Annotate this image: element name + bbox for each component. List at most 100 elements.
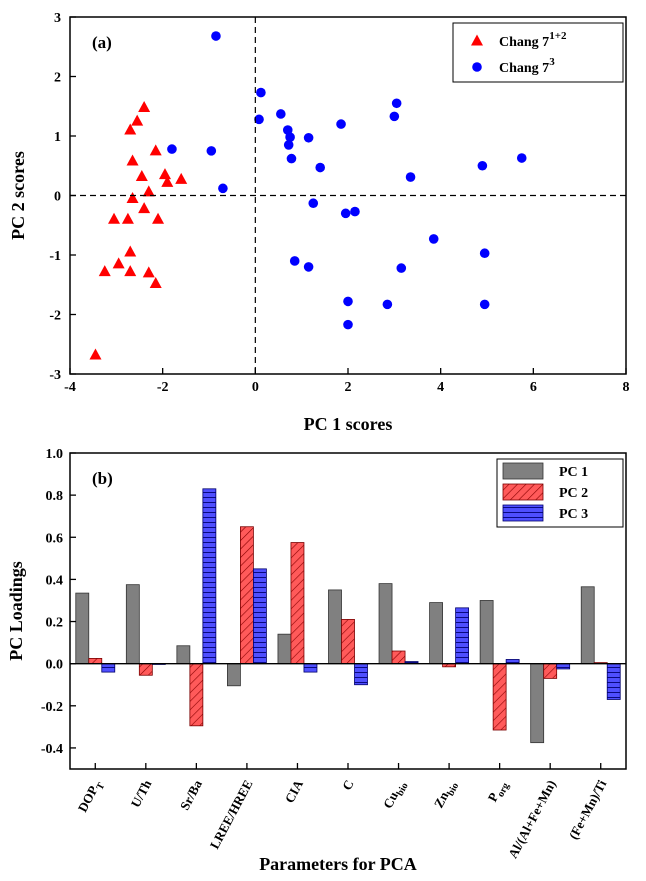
circle-point <box>389 111 400 122</box>
pc1-bar <box>75 592 90 665</box>
pc1-bar <box>580 586 595 665</box>
category-name: Cu <box>380 789 401 811</box>
legend-entry: PC 2 <box>559 486 588 501</box>
bar-ticks: -0.4 -0.2 0.0 0.2 0.4 0.6 0.8 1.0 <box>41 447 602 769</box>
pc1-bar <box>378 583 393 665</box>
panel-label-b: (b) <box>92 469 113 488</box>
circle-point <box>477 160 488 171</box>
legend-circle-marker <box>472 62 482 72</box>
circle-point <box>516 153 527 163</box>
triangle-point <box>142 185 155 197</box>
x-tick-label: 8 <box>623 380 630 395</box>
bar-panel: -0.4 -0.2 0.0 0.2 0.4 0.6 0.8 1.0 DOPT U/Th Sr/Ba… <box>6 447 627 874</box>
pc2-bar <box>290 542 305 665</box>
pc1-bar <box>277 633 292 665</box>
pc1-bar <box>176 645 191 665</box>
circle-point <box>286 153 297 164</box>
legend-entry: Chang 71+2 <box>499 30 567 50</box>
circle-point <box>343 319 353 330</box>
category-name: Zn <box>431 788 452 810</box>
triangle-point <box>149 144 162 156</box>
legend-triangle-marker <box>471 34 483 46</box>
circle-point <box>254 114 264 125</box>
x-tick-label: -4 <box>64 380 76 395</box>
y-tick-label: -0.4 <box>41 742 63 757</box>
category-name: C <box>339 777 357 792</box>
triangle-point <box>108 212 121 224</box>
y-tick-label: 0.6 <box>46 531 64 546</box>
y-tick-label: 3 <box>54 11 61 26</box>
scatter-points <box>89 31 527 360</box>
legend-entry: PC 3 <box>559 507 588 522</box>
category-name: CIA <box>282 777 307 806</box>
y-tick-label: 0 <box>54 190 61 205</box>
y-tick-label: 1.0 <box>46 447 64 462</box>
pc2-bar <box>341 619 355 665</box>
pc1-bar <box>429 602 443 665</box>
pc3-bar <box>253 568 267 665</box>
scatter-x-axis-label: PC 1 scores <box>304 414 393 434</box>
triangle-point <box>175 172 188 184</box>
pc2-bar <box>138 663 153 676</box>
pc1-bar <box>125 584 140 665</box>
circle-point <box>350 206 360 217</box>
pc3-bar <box>556 663 571 670</box>
y-tick-label: 2 <box>54 71 61 86</box>
pc1-bar <box>227 663 241 687</box>
legend-box <box>452 22 624 83</box>
circle-point <box>218 183 228 194</box>
triangle-point <box>124 123 137 135</box>
category-labels: DOPT U/Th Sr/Ba LREE/HREE CIA C Cubio Znbio Porg… <box>75 777 610 861</box>
category-name: Sr/Ba <box>177 777 205 813</box>
scatter-y-axis-label: PC 2 scores <box>8 151 28 240</box>
category-label: LREE/HREE <box>207 777 256 851</box>
circle-point <box>256 87 266 98</box>
circle-point <box>206 146 217 156</box>
circle-point <box>428 234 439 244</box>
circle-point <box>167 144 177 154</box>
x-tick-label: 2 <box>345 380 352 395</box>
circle-point <box>382 299 393 310</box>
y-tick-label: -1 <box>49 249 61 264</box>
y-tick-label: 0.4 <box>46 573 64 588</box>
category-label: Cubio <box>380 777 411 812</box>
circle-point <box>340 208 351 219</box>
pc2-bar <box>492 663 507 731</box>
category-label: CIA <box>282 777 307 806</box>
pc2-bar <box>240 526 254 665</box>
pc2-bar <box>543 663 558 679</box>
legend-superscript: 1+2 <box>549 30 567 42</box>
scatter-panel: -4 -2 0 2 4 6 8 -3 -2 -1 0 1 2 3 PC 1 scores PC 2 sco… <box>8 11 630 434</box>
pc2-bar <box>189 663 204 727</box>
triangle-point <box>131 114 144 126</box>
circle-point <box>289 256 300 266</box>
category-label: Znbio <box>431 777 462 812</box>
category-label: Sr/Ba <box>177 777 205 813</box>
x-tick-label: 0 <box>252 380 259 395</box>
y-tick-label: -0.2 <box>41 700 63 715</box>
legend-superscript: 3 <box>549 56 555 68</box>
y-tick-label: -3 <box>49 368 61 383</box>
bar-x-axis-label: Parameters for PCA <box>259 854 417 874</box>
circle-point <box>479 248 490 259</box>
x-tick-label: 4 <box>437 380 444 395</box>
triangle-point <box>152 212 165 224</box>
pc1-bar <box>479 600 494 665</box>
circle-point <box>479 299 490 310</box>
y-tick-label: -2 <box>49 309 61 324</box>
pc3-bar <box>606 663 621 700</box>
circle-point <box>285 132 295 142</box>
legend-swatch <box>502 504 544 522</box>
pc3-bar <box>303 663 318 673</box>
circle-point <box>391 98 402 109</box>
category-label: DOPT <box>75 777 108 816</box>
category-name: Al/(Al+Fe+Mn) <box>505 777 559 860</box>
pc1-bar <box>530 663 545 744</box>
pc3-bar <box>202 488 217 665</box>
triangle-point <box>138 202 151 214</box>
triangle-point <box>135 169 148 181</box>
triangle-point <box>142 266 155 278</box>
circle-point <box>283 140 294 150</box>
legend-name: Chang 7 <box>499 35 549 50</box>
